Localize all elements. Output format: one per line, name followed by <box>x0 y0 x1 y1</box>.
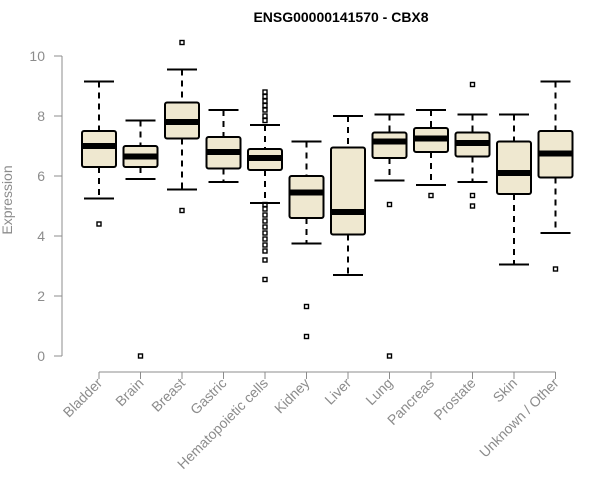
y-tick-label: 4 <box>37 228 45 244</box>
box-body <box>371 131 408 159</box>
box-prostate <box>454 81 491 209</box>
box-liver <box>330 115 366 276</box>
x-tick-label: Breast <box>148 375 188 415</box>
y-tick-label: 2 <box>37 288 45 304</box>
y-axis-label: Expression <box>0 165 15 234</box>
outlier-point <box>262 224 268 230</box>
box-skin <box>496 113 532 266</box>
box-breast <box>164 39 200 214</box>
outlier-point <box>469 203 476 209</box>
outlier-point <box>262 236 268 242</box>
box-gastric <box>205 109 242 183</box>
outlier-point <box>262 206 268 212</box>
outlier-point <box>262 113 268 119</box>
y-tick-label: 10 <box>29 48 45 64</box>
outlier-point <box>262 117 268 124</box>
box-bladder <box>81 80 117 227</box>
outlier-point <box>262 98 268 104</box>
box-body <box>330 146 366 236</box>
y-tick-label: 0 <box>37 348 45 364</box>
outlier-point <box>179 39 185 46</box>
y-tick-label: 8 <box>37 108 45 124</box>
box-body <box>288 175 325 219</box>
outlier-point <box>386 353 393 359</box>
outlier-point <box>262 242 268 248</box>
box-hematopoietic-cells <box>247 89 283 283</box>
outlier-point <box>428 192 434 199</box>
outlier-point <box>262 93 268 100</box>
x-tick-label: Bladder <box>60 375 106 421</box>
outlier-point <box>552 266 559 272</box>
outlier-point <box>262 102 268 109</box>
outlier-point <box>137 353 144 359</box>
y-axis: 0 2 4 6 8 10 <box>29 48 63 364</box>
outlier-point <box>469 192 476 199</box>
chart-title: ENSG00000141570 - CBX8 <box>253 9 428 25</box>
x-tick-label: Unknown / Other <box>476 375 562 461</box>
outlier-point <box>262 257 268 263</box>
outlier-point <box>96 221 102 227</box>
y-tick-label: 6 <box>37 168 45 184</box>
x-tick-label: Prostate <box>430 375 478 423</box>
box-lung <box>371 113 408 359</box>
box-unknown-other <box>537 80 574 272</box>
outlier-point <box>262 107 268 113</box>
x-tick-label: Brain <box>112 375 146 409</box>
box-kidney <box>288 140 325 340</box>
outlier-point <box>386 201 393 208</box>
box-group <box>81 39 574 359</box>
box-brain <box>122 119 159 359</box>
x-tick-label: Lung <box>362 375 395 408</box>
x-tick-label: Liver <box>321 375 354 408</box>
x-tick-label: Skin <box>490 375 521 406</box>
x-tick-label: Kidney <box>271 375 313 417</box>
outlier-point <box>262 276 268 283</box>
outlier-point <box>469 81 476 88</box>
outlier-point <box>262 248 268 254</box>
outlier-point <box>262 218 268 224</box>
outlier-point <box>179 207 185 214</box>
box-pancreas <box>413 109 449 199</box>
outlier-point <box>262 212 268 218</box>
outlier-point <box>262 230 268 236</box>
box-body <box>496 140 532 195</box>
outlier-point <box>262 89 268 95</box>
outlier-point <box>303 303 310 310</box>
outlier-point <box>303 333 310 340</box>
outlier-point <box>262 201 268 208</box>
